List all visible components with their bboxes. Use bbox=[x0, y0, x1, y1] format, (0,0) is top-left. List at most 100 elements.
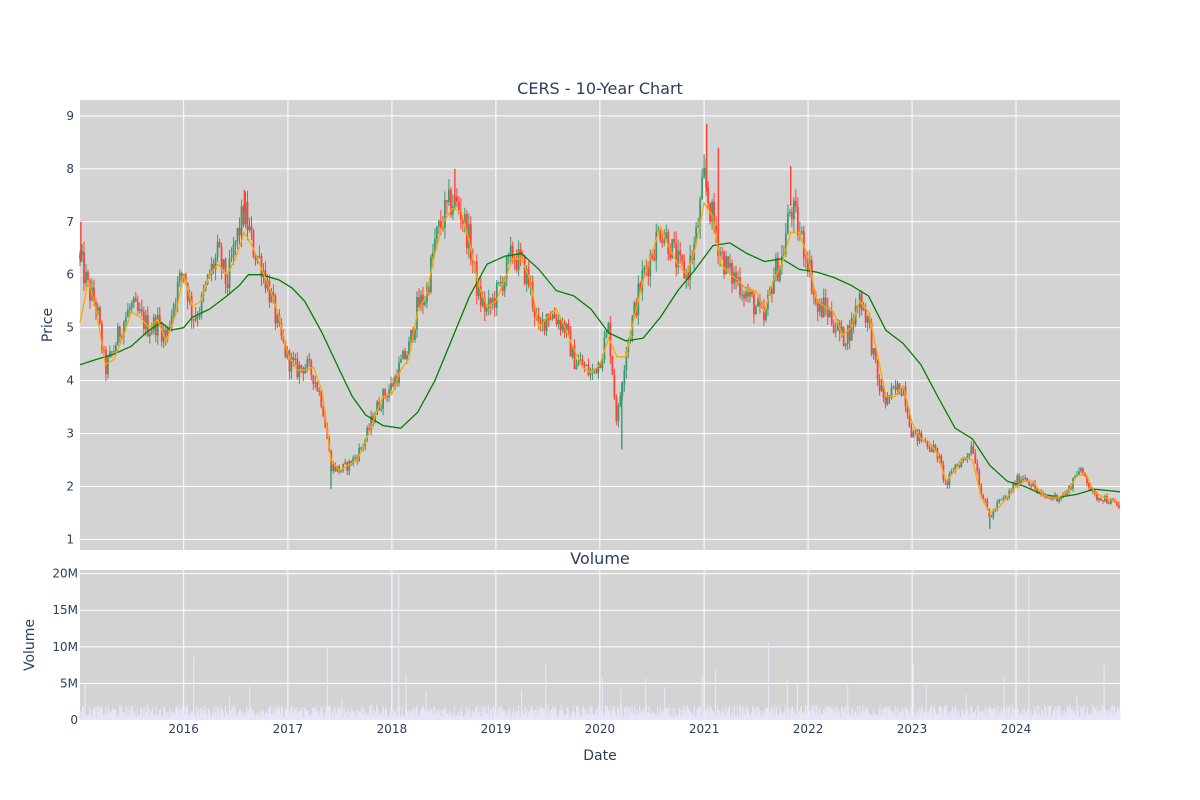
volume-bar bbox=[1089, 711, 1091, 720]
volume-bar bbox=[913, 713, 915, 720]
volume-bar bbox=[681, 710, 683, 720]
volume-bar bbox=[174, 712, 176, 720]
volume-bar bbox=[989, 709, 991, 720]
volume-bar bbox=[186, 707, 188, 720]
candle-body bbox=[515, 260, 518, 270]
volume-bar bbox=[1063, 715, 1065, 720]
volume-bar bbox=[184, 713, 186, 720]
volume-bar bbox=[555, 707, 557, 720]
volume-bar bbox=[1098, 710, 1100, 720]
volume-bar bbox=[131, 705, 133, 720]
volume-bar bbox=[661, 711, 663, 720]
candle-body bbox=[1026, 477, 1029, 482]
volume-bar bbox=[434, 715, 436, 720]
volume-bar bbox=[208, 707, 210, 720]
candle-body bbox=[866, 316, 869, 323]
volume-y-tick-label: 15M bbox=[52, 603, 78, 617]
volume-bar bbox=[481, 715, 483, 720]
volume-bar bbox=[423, 706, 425, 720]
volume-bar bbox=[494, 707, 496, 720]
volume-bar bbox=[321, 707, 323, 720]
volume-bar bbox=[528, 712, 530, 720]
volume-bar bbox=[1072, 706, 1074, 720]
candle-body bbox=[324, 416, 327, 428]
volume-bar bbox=[824, 705, 826, 720]
volume-bar bbox=[775, 706, 777, 720]
candle-body bbox=[571, 346, 574, 357]
volume-bar bbox=[634, 705, 636, 720]
candle-body bbox=[623, 370, 626, 385]
volume-bar bbox=[616, 716, 618, 720]
volume-bar bbox=[267, 713, 269, 720]
candle-body bbox=[1012, 483, 1015, 492]
volume-bar bbox=[613, 707, 615, 720]
volume-bar bbox=[711, 710, 713, 720]
volume-bar bbox=[1011, 705, 1013, 720]
volume-bar bbox=[273, 714, 275, 720]
volume-bar bbox=[975, 717, 977, 720]
volume-spike-bar bbox=[398, 575, 400, 720]
volume-spike-bar bbox=[847, 685, 849, 720]
candle-body bbox=[424, 302, 426, 305]
volume-bar bbox=[415, 707, 417, 720]
volume-bar bbox=[1046, 716, 1048, 720]
volume-bar bbox=[210, 715, 212, 720]
candle-body bbox=[103, 349, 105, 351]
volume-bar bbox=[346, 710, 348, 720]
volume-y-tick-label: 5M bbox=[60, 676, 78, 690]
volume-bar bbox=[658, 711, 660, 720]
volume-bar bbox=[279, 709, 281, 720]
volume-bar bbox=[263, 712, 265, 720]
candle-body bbox=[1117, 505, 1120, 508]
candle-body bbox=[503, 278, 506, 292]
candle-body bbox=[1016, 475, 1019, 486]
volume-bar bbox=[475, 707, 477, 720]
volume-spike-bar bbox=[520, 690, 523, 720]
volume-bar bbox=[882, 708, 884, 720]
volume-bar bbox=[710, 708, 712, 720]
volume-bar bbox=[1033, 713, 1035, 720]
volume-bar bbox=[1060, 716, 1062, 720]
volume-bar bbox=[264, 717, 266, 720]
volume-bar bbox=[816, 705, 818, 720]
volume-bar bbox=[604, 711, 606, 720]
volume-bar bbox=[921, 705, 923, 720]
candle-body bbox=[128, 307, 131, 310]
volume-bar bbox=[718, 710, 720, 720]
volume-bar bbox=[332, 713, 334, 720]
volume-bar bbox=[519, 717, 521, 720]
candle-body bbox=[673, 239, 676, 243]
volume-bar bbox=[387, 716, 389, 720]
volume-bar bbox=[662, 709, 664, 720]
volume-bar bbox=[787, 708, 789, 720]
volume-spike-bar bbox=[965, 694, 967, 720]
volume-bar bbox=[580, 717, 582, 720]
volume-bar bbox=[477, 711, 479, 720]
volume-bar bbox=[253, 713, 255, 720]
volume-bar bbox=[83, 716, 85, 720]
volume-bar bbox=[299, 710, 301, 720]
volume-bar bbox=[934, 711, 936, 720]
candle-body bbox=[451, 206, 454, 215]
volume-bar bbox=[693, 715, 695, 720]
volume-bar bbox=[845, 705, 847, 720]
volume-spike-bar bbox=[84, 684, 86, 720]
candle-body bbox=[954, 464, 957, 472]
volume-bar bbox=[481, 706, 483, 720]
volume-bar bbox=[230, 710, 232, 720]
volume-bar bbox=[1065, 712, 1067, 720]
volume-bar bbox=[664, 707, 666, 720]
volume-bar bbox=[640, 711, 642, 720]
volume-bar bbox=[988, 705, 990, 720]
volume-spike-bar bbox=[249, 686, 251, 720]
volume-bar bbox=[784, 705, 786, 720]
volume-bar bbox=[798, 715, 800, 720]
volume-bar bbox=[904, 716, 906, 720]
volume-bar bbox=[501, 709, 503, 720]
volume-bar bbox=[573, 711, 575, 720]
volume-spike-bar bbox=[645, 678, 647, 720]
volume-bar bbox=[954, 705, 956, 720]
volume-bar bbox=[464, 714, 466, 720]
volume-bar bbox=[758, 710, 760, 720]
volume-bar bbox=[680, 716, 682, 720]
